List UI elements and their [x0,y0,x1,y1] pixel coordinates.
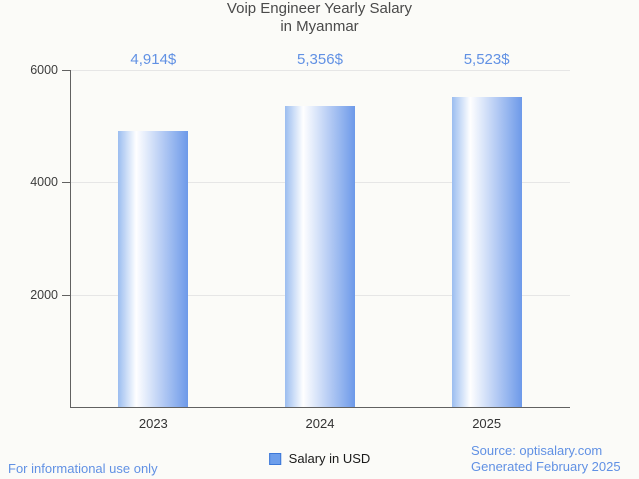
legend-swatch-icon [268,452,281,465]
bar-2024[interactable] [285,106,355,407]
y-tick-6000 [62,70,70,71]
legend: Salary in USD [268,451,371,466]
x-axis-label-2025: 2025 [472,416,502,431]
legend-label: Salary in USD [288,451,371,466]
y-tick-2000 [62,294,70,296]
x-axis-label-2024: 2024 [305,416,335,431]
x-axis-line [70,407,570,408]
x-axis-label-2023: 2023 [138,416,168,431]
disclaimer-text: For informational use only [8,461,158,476]
y-axis-line [70,70,71,407]
gridline-6000 [70,70,570,71]
value-label-2025: 5,523$ [463,51,510,68]
source-link[interactable]: Source: optisalary.com [471,443,603,458]
value-label-2024: 5,356$ [297,51,343,68]
source-block: Source: optisalary.com Generated Februar… [471,443,621,475]
bar-2025[interactable] [451,96,522,407]
y-axis-label-2000: 2000 [30,287,58,302]
generated-date: Generated February 2025 [471,459,621,474]
chart-title: Voip Engineer Yearly Salary in Myanmar [0,0,639,36]
y-axis-label-6000: 6000 [30,63,58,77]
y-tick-4000 [62,182,70,184]
value-label-2023: 4,914$ [130,51,177,68]
chart-title-line1: Voip Engineer Yearly Salary [226,0,413,17]
chart-title-line2: in Myanmar [280,18,359,35]
bar-2023[interactable] [118,130,189,407]
y-axis-label-4000: 4000 [30,175,58,190]
